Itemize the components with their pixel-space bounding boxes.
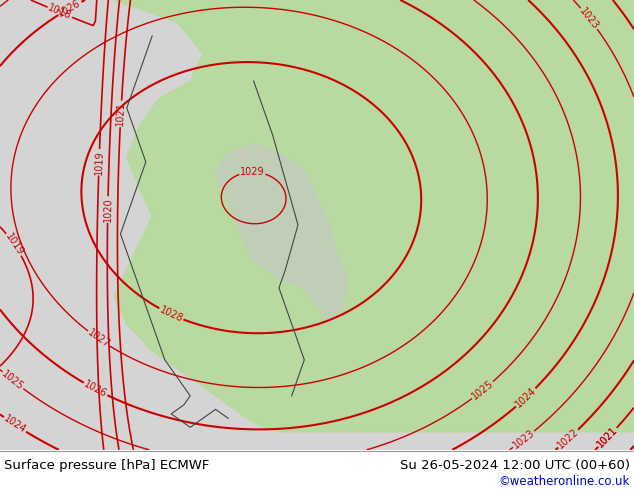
Text: 1025: 1025: [0, 369, 25, 392]
Text: 1026: 1026: [56, 0, 83, 19]
Text: 1018: 1018: [47, 3, 73, 22]
Polygon shape: [114, 0, 634, 432]
Text: 1029: 1029: [240, 167, 264, 177]
Text: 1024: 1024: [514, 386, 538, 410]
Text: 1026: 1026: [82, 379, 108, 399]
Text: Surface pressure [hPa] ECMWF: Surface pressure [hPa] ECMWF: [4, 459, 209, 471]
Text: 1023: 1023: [511, 428, 536, 451]
Text: 1019: 1019: [3, 231, 25, 257]
Text: 1021: 1021: [595, 425, 620, 450]
Text: 1022: 1022: [556, 427, 581, 451]
Text: 1027: 1027: [86, 328, 112, 350]
Text: Su 26-05-2024 12:00 UTC (00+60): Su 26-05-2024 12:00 UTC (00+60): [400, 459, 630, 471]
Text: 1028: 1028: [158, 304, 184, 324]
Text: 1019: 1019: [94, 150, 105, 174]
Text: 1021: 1021: [595, 425, 620, 450]
Text: 1023: 1023: [578, 6, 600, 31]
Text: 1025: 1025: [470, 379, 495, 402]
Text: 1020: 1020: [103, 197, 113, 222]
Text: 1024: 1024: [2, 414, 28, 436]
Polygon shape: [216, 144, 349, 324]
Text: ©weatheronline.co.uk: ©weatheronline.co.uk: [498, 475, 630, 488]
Text: 1021: 1021: [115, 101, 127, 126]
